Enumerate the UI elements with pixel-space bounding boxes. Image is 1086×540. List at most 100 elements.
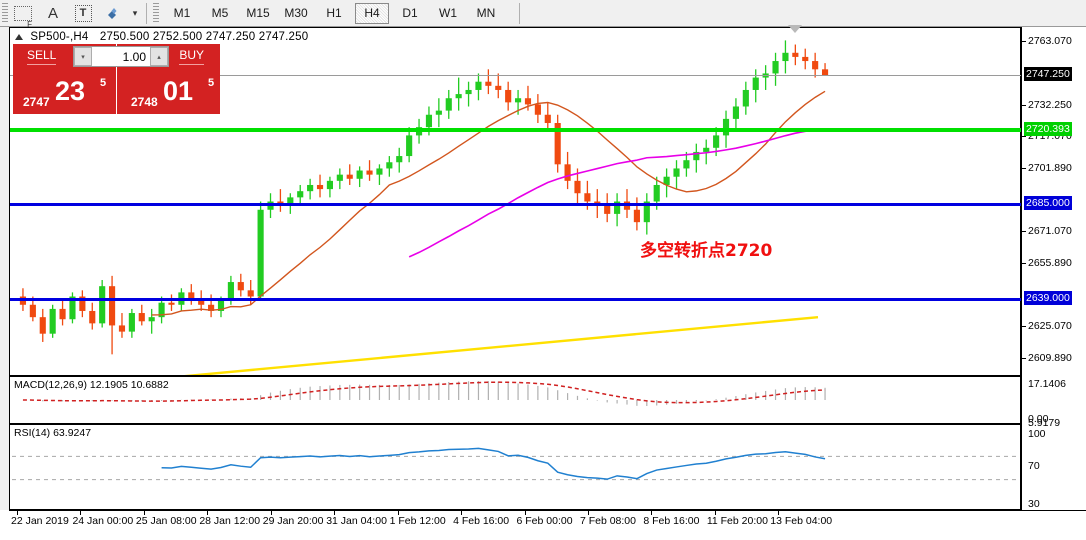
chart-area: SP500-,H4 2750.500 2752.500 2747.250 274…: [0, 25, 1086, 540]
rsi-axis-30-text: 30: [1028, 498, 1040, 510]
toolbar: F A T ▾ M1 M5 M15 M30 H1 H4 D1 W1 MN: [0, 0, 1086, 29]
time-axis-label: 29 Jan 20:00: [262, 515, 324, 527]
time-axis-tick: [207, 511, 209, 515]
timeframe-label: M15: [246, 6, 270, 20]
price-axis-tick-label: 2609.890: [1028, 351, 1072, 364]
sell-price-fraction: 5: [100, 77, 107, 89]
sell-button-label: SELL: [27, 48, 57, 65]
time-axis-label: 1 Feb 12:00: [389, 515, 446, 527]
timeframe-m1[interactable]: M1: [165, 3, 199, 24]
timeframe-label: H1: [326, 6, 342, 20]
time-axis-label: 7 Feb 08:00: [579, 515, 636, 527]
time-axis-label: 13 Feb 04:00: [770, 515, 833, 527]
timeframe-label: D1: [402, 6, 418, 20]
timeframe-d1[interactable]: D1: [393, 3, 427, 24]
objects-dropdown-icon[interactable]: ▾: [132, 7, 138, 18]
timeframe-mn[interactable]: MN: [469, 3, 503, 24]
price-axis-tick-mark: [1022, 326, 1026, 328]
timeframe-label: M1: [173, 6, 191, 20]
time-axis[interactable]: 22 Jan 2019 24 Jan 00:00 25 Jan 08:00 28 Ja…: [9, 510, 1086, 537]
bar-marker-triangle-icon: [788, 25, 803, 33]
rsi-canvas: [12, 447, 1018, 481]
text-a-icon[interactable]: A: [47, 4, 58, 22]
time-axis-label: 11 Feb 20:00: [706, 515, 768, 527]
buy-price-whole: 2748: [131, 95, 158, 109]
chart-symbol-header: SP500-,H4 2750.500 2752.500 2747.250 274…: [15, 31, 308, 43]
timeframe-label: M30: [284, 6, 308, 20]
time-axis-tick: [461, 511, 463, 515]
green-level-tag[interactable]: 2720.393: [1024, 122, 1072, 137]
buy-price-box[interactable]: 2748 01 5: [117, 69, 220, 114]
macd-canvas: [22, 381, 826, 406]
price-axis-tick-label: 2671.070: [1028, 225, 1072, 238]
time-axis-tick: [714, 511, 716, 515]
timeframe-m5[interactable]: M5: [203, 3, 237, 24]
timeframe-bar: M1 M5 M15 M30 H1 H4 D1 W1 MN: [163, 2, 505, 24]
buy-price-fraction: 5: [208, 77, 215, 89]
toolbar-separator-2: [519, 2, 520, 24]
blue-level-upper-tag[interactable]: 2685.000: [1024, 195, 1072, 210]
volume-value: 1.00: [122, 49, 146, 64]
rsi-axis-100-text: 100: [1028, 428, 1046, 440]
trade-panel-top-row: SELL BUY ▾ 1.00 ▴: [13, 44, 229, 69]
macd-axis-zero-text: 0.00: [1028, 413, 1049, 425]
crosshair-f-icon[interactable]: F: [8, 1, 38, 29]
price-axis-tick-label: 2763.070: [1028, 35, 1072, 48]
support-level-blue-lower[interactable]: [10, 297, 1022, 301]
text-label-t-icon[interactable]: T: [68, 1, 98, 26]
volume-input[interactable]: ▾ 1.00 ▴: [73, 46, 169, 67]
time-axis-label: 28 Jan 12:00: [199, 515, 261, 527]
toolbar-grip-1[interactable]: [2, 2, 8, 24]
current-price-tag[interactable]: 2747.250: [1024, 66, 1072, 81]
support-level-green[interactable]: [10, 128, 1022, 133]
chart-annotation-text[interactable]: 多空转折点2720: [640, 241, 773, 261]
trade-panel: SELL BUY ▾ 1.00 ▴ 2747 23 5 2748 01 5: [13, 44, 229, 114]
time-axis-tick: [270, 511, 272, 515]
volume-decrement-icon[interactable]: ▾: [74, 47, 92, 66]
timeframe-h4[interactable]: H4: [355, 2, 389, 24]
timeframe-m15[interactable]: M15: [241, 3, 275, 24]
support-level-blue-upper[interactable]: [10, 202, 1022, 206]
timeframe-label: W1: [439, 6, 457, 20]
macd-pane[interactable]: MACD(12,26,9) 12.1905 10.6882: [9, 376, 1021, 424]
time-axis-tick: [17, 511, 18, 515]
sell-price-whole: 2747: [23, 95, 50, 109]
time-axis-label: 6 Feb 00:00: [516, 515, 573, 527]
timeframe-h1[interactable]: H1: [317, 3, 351, 24]
timeframe-label: M5: [211, 6, 229, 20]
time-axis-tick: [334, 511, 336, 515]
time-axis-label: 22 Jan 2019: [11, 515, 69, 527]
price-axis-tick-label: 2701.890: [1028, 161, 1072, 174]
buy-price-pips: 01: [163, 76, 194, 106]
price-axis-tick-mark: [1022, 231, 1026, 233]
sell-price-pips: 23: [55, 76, 86, 106]
rsi-label: RSI(14) 63.9247: [14, 427, 92, 439]
volume-increment-icon[interactable]: ▴: [150, 47, 168, 66]
timeframe-w1[interactable]: W1: [431, 3, 465, 24]
price-axis-tick-mark: [1022, 104, 1026, 106]
timeframe-label: MN: [476, 6, 496, 20]
blue-level-lower-tag[interactable]: 2639.000: [1024, 290, 1072, 305]
price-axis[interactable]: 2763.0702732.2502717.0702701.8902671.070…: [1021, 27, 1086, 540]
price-axis-tick-mark: [1022, 167, 1026, 169]
price-axis-tick-mark: [1022, 136, 1026, 138]
macd-label: MACD(12,26,9) 12.1905 10.6882: [14, 379, 169, 391]
rsi-axis-70-text: 70: [1028, 460, 1040, 472]
collapse-triangle-icon[interactable]: [15, 33, 23, 40]
timeframe-m30[interactable]: M30: [279, 3, 313, 24]
buy-button-label: BUY: [179, 48, 204, 65]
price-axis-tick-label: 2732.250: [1028, 98, 1072, 111]
time-axis-label: 4 Feb 16:00: [453, 515, 510, 527]
objects-icon[interactable]: [98, 1, 128, 26]
time-axis-label: 8 Feb 16:00: [643, 515, 700, 527]
time-axis-label: 25 Jan 08:00: [135, 515, 197, 527]
time-axis-tick: [587, 511, 589, 515]
chart-symbol-label: SP500-,H4: [30, 31, 89, 43]
rsi-pane[interactable]: RSI(14) 63.9247: [9, 424, 1021, 510]
sell-price-box[interactable]: 2747 23 5: [13, 69, 117, 114]
toolbar-grip-2[interactable]: [153, 2, 159, 24]
time-axis-label: 31 Jan 04:00: [326, 515, 387, 527]
trade-panel-price-row: 2747 23 5 2748 01 5: [13, 69, 229, 114]
price-axis-tick-mark: [1022, 41, 1026, 43]
objects-glyph: [108, 7, 117, 19]
